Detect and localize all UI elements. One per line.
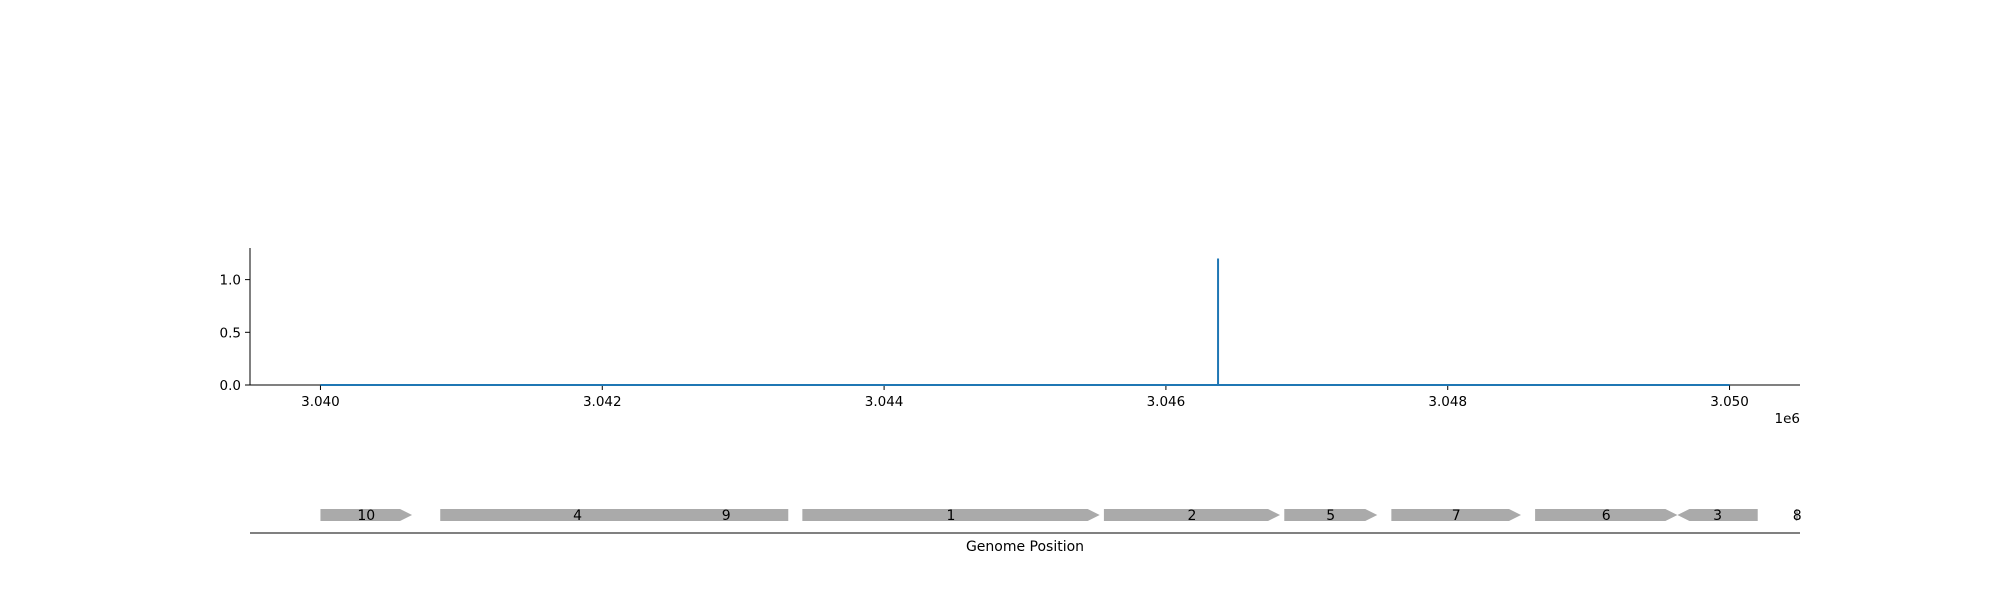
coverage-plot: 3.040 3.042 3.044 3.046 3.048 3.050 1e6 0.0 0.5 1… bbox=[220, 248, 1800, 427]
x-axis-title: Genome Position bbox=[966, 539, 1084, 555]
gene-label: 4 bbox=[573, 508, 582, 524]
series-line bbox=[320, 258, 1730, 386]
gene-arrow bbox=[802, 509, 1100, 521]
x-tick-label: 3.044 bbox=[865, 394, 904, 410]
y-tick-label: 0.5 bbox=[220, 325, 241, 341]
gene-label: 5 bbox=[1326, 508, 1335, 524]
x-offset-label: 1e6 bbox=[1775, 411, 1800, 427]
gene-label: 7 bbox=[1452, 508, 1461, 524]
gene-label: 8 bbox=[1793, 508, 1802, 524]
gene-arrow bbox=[1535, 509, 1678, 521]
gene-label: 1 bbox=[947, 508, 956, 524]
gene-arrow bbox=[1103, 509, 1281, 521]
gene-label: 6 bbox=[1602, 508, 1611, 524]
x-tick-label: 3.042 bbox=[583, 394, 622, 410]
x-tick-label: 3.050 bbox=[1710, 394, 1749, 410]
gene-label: 9 bbox=[722, 508, 731, 524]
x-tick-label: 3.048 bbox=[1428, 394, 1467, 410]
y-tick-label: 0.0 bbox=[220, 378, 241, 394]
x-tick-label: 3.040 bbox=[301, 394, 340, 410]
gene-arrow bbox=[440, 509, 715, 521]
gene-arrow bbox=[1795, 509, 1799, 521]
gene-arrow bbox=[1677, 509, 1758, 521]
y-tick-label: 1.0 bbox=[220, 273, 241, 289]
gene-arrow bbox=[664, 509, 789, 521]
gene-arrow bbox=[1284, 509, 1378, 521]
gene-arrow bbox=[1391, 509, 1521, 521]
x-tick-label: 3.046 bbox=[1147, 394, 1186, 410]
gene-label: 10 bbox=[357, 508, 375, 524]
gene-label: 2 bbox=[1188, 508, 1197, 524]
gene-arrow bbox=[320, 509, 413, 521]
gene-track: 10 4 9 1 2 5 7 6 3 8 Genome Position bbox=[250, 508, 1802, 555]
gene-label: 3 bbox=[1713, 508, 1722, 524]
